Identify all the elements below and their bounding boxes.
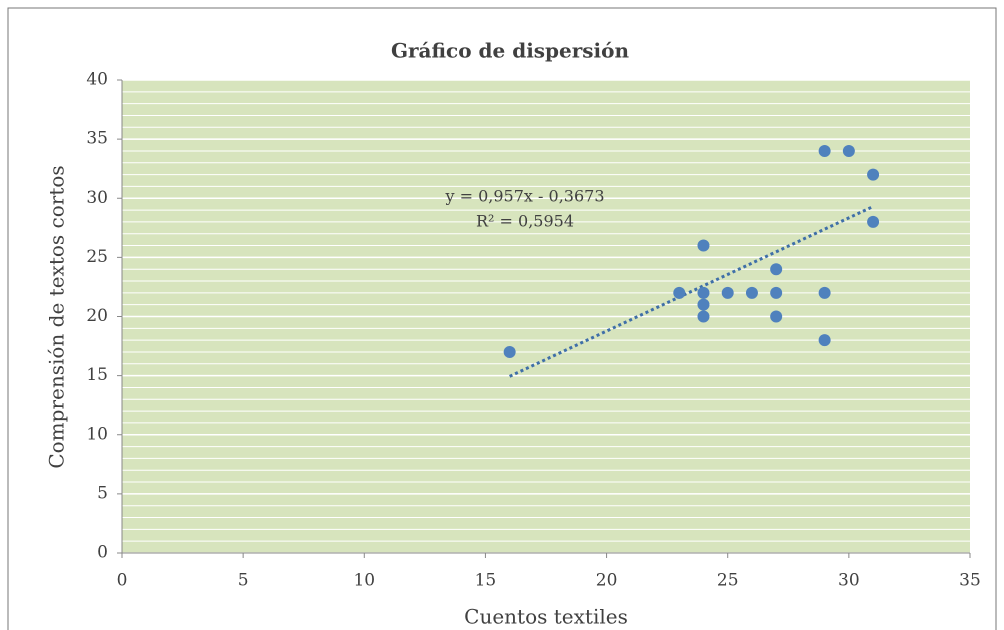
point bbox=[818, 286, 831, 299]
y-tick-label: 20 bbox=[86, 306, 108, 326]
y-tick-label: 35 bbox=[86, 129, 108, 149]
y-tick-label: 15 bbox=[86, 365, 108, 385]
point bbox=[818, 334, 831, 347]
point bbox=[673, 286, 686, 299]
x-tick-label: 30 bbox=[838, 571, 860, 591]
x-axis-label: Cuentos textiles bbox=[464, 605, 628, 629]
x-tick-label: 0 bbox=[117, 571, 128, 591]
point bbox=[867, 168, 880, 181]
y-tick-label: 40 bbox=[86, 70, 108, 90]
annotation: R² = 0,5954 bbox=[476, 212, 574, 231]
point bbox=[818, 144, 831, 157]
x-tick-label: 20 bbox=[596, 571, 618, 591]
x-tick-label: 5 bbox=[238, 571, 249, 591]
point bbox=[867, 215, 880, 228]
point bbox=[503, 345, 516, 358]
y-axis-label: Comprensión de textos cortos bbox=[45, 165, 69, 468]
point bbox=[770, 263, 783, 276]
trendline bbox=[509, 205, 874, 378]
y-tick-label: 30 bbox=[86, 188, 108, 208]
point bbox=[697, 298, 710, 311]
point bbox=[697, 286, 710, 299]
point bbox=[697, 310, 710, 323]
point bbox=[745, 286, 758, 299]
y-tick-label: 10 bbox=[86, 424, 108, 444]
point bbox=[770, 286, 783, 299]
y-tick-label: 0 bbox=[97, 543, 108, 563]
point bbox=[770, 310, 783, 323]
x-tick-label: 15 bbox=[475, 571, 497, 591]
point bbox=[697, 239, 710, 252]
y-tick-label: 25 bbox=[86, 247, 108, 267]
point bbox=[842, 144, 855, 157]
point bbox=[721, 286, 734, 299]
x-tick-label: 10 bbox=[353, 571, 375, 591]
y-tick-label: 5 bbox=[97, 483, 108, 503]
x-tick-label: 25 bbox=[717, 571, 739, 591]
annotation: y = 0,957x - 0,3673 bbox=[444, 187, 604, 206]
x-tick-label: 35 bbox=[959, 571, 981, 591]
chart-title: Gráfico de dispersión bbox=[391, 39, 630, 63]
